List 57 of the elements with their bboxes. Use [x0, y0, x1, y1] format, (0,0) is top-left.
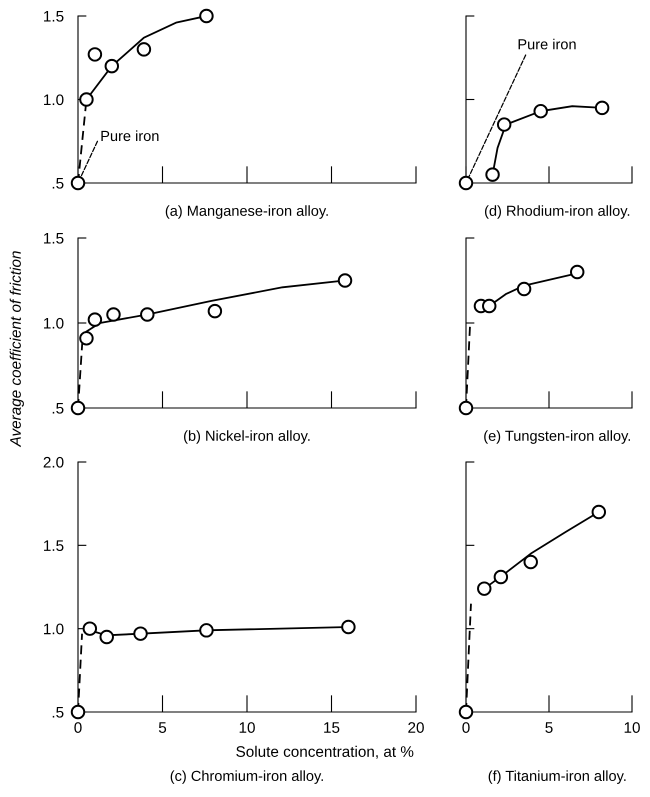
point: [208, 304, 222, 318]
point: [477, 581, 492, 596]
point: [458, 176, 474, 190]
point: [341, 620, 356, 634]
text: (a) Manganese-iron alloy.: [166, 205, 328, 219]
point: [140, 307, 155, 322]
y-tick-label: 1.5: [44, 11, 64, 22]
point: [496, 117, 512, 132]
point: [533, 104, 548, 118]
x-tick-label: 10: [240, 722, 255, 733]
x-axis-title: Solute concentration, at %: [236, 746, 414, 759]
point: [592, 504, 606, 520]
x-tick-label: 20: [408, 722, 424, 733]
point: [82, 621, 98, 636]
y-tick-label: 1.5: [44, 233, 64, 244]
text: (e) Tungsten-iron alloy.: [484, 430, 630, 444]
y-tick-label: .5: [52, 403, 64, 414]
point: [104, 58, 120, 74]
point: [494, 570, 508, 584]
point: [524, 554, 538, 570]
y-tick-label: 1.0: [44, 318, 64, 329]
text: (c) Chromium-iron alloy.: [170, 770, 323, 784]
text: (b) Nickel-iron alloy.: [184, 430, 310, 444]
point: [136, 42, 152, 57]
x-tick-label: 10: [624, 722, 640, 733]
x-tick-label: 0: [462, 722, 470, 733]
y-tick-label: 1.0: [44, 624, 64, 634]
y-tick-label: 2.0: [44, 456, 64, 468]
point: [88, 312, 102, 327]
y-tick-label: .5: [52, 707, 64, 718]
point: [594, 100, 610, 116]
point: [199, 623, 214, 638]
x-tick-label: 5: [545, 722, 553, 733]
point: [133, 626, 148, 641]
point: [516, 282, 532, 296]
y-tick-label: .5: [52, 178, 64, 189]
x-tick-label: 0: [74, 722, 82, 733]
y-axis-title: Average coefficient of friction: [10, 251, 24, 448]
point: [338, 273, 352, 288]
x-tick-label: 15: [324, 722, 340, 733]
y-tick-label: 1.0: [44, 94, 64, 106]
text: (d) Rhodium-iron alloy.: [484, 205, 630, 219]
point: [88, 47, 102, 62]
point: [458, 704, 474, 720]
text: (f) Titanium-iron alloy.: [488, 770, 626, 784]
point: [199, 8, 214, 24]
point: [570, 264, 584, 280]
annotation: Pure iron: [101, 130, 158, 142]
point: [458, 400, 474, 416]
y-tick-label: 1.5: [44, 540, 64, 552]
point: [106, 307, 121, 322]
point: [485, 167, 500, 182]
x-tick-label: 5: [158, 722, 166, 733]
point: [79, 331, 94, 346]
annotation: Pure iron: [518, 38, 576, 50]
point: [100, 630, 114, 644]
point: [482, 298, 496, 314]
